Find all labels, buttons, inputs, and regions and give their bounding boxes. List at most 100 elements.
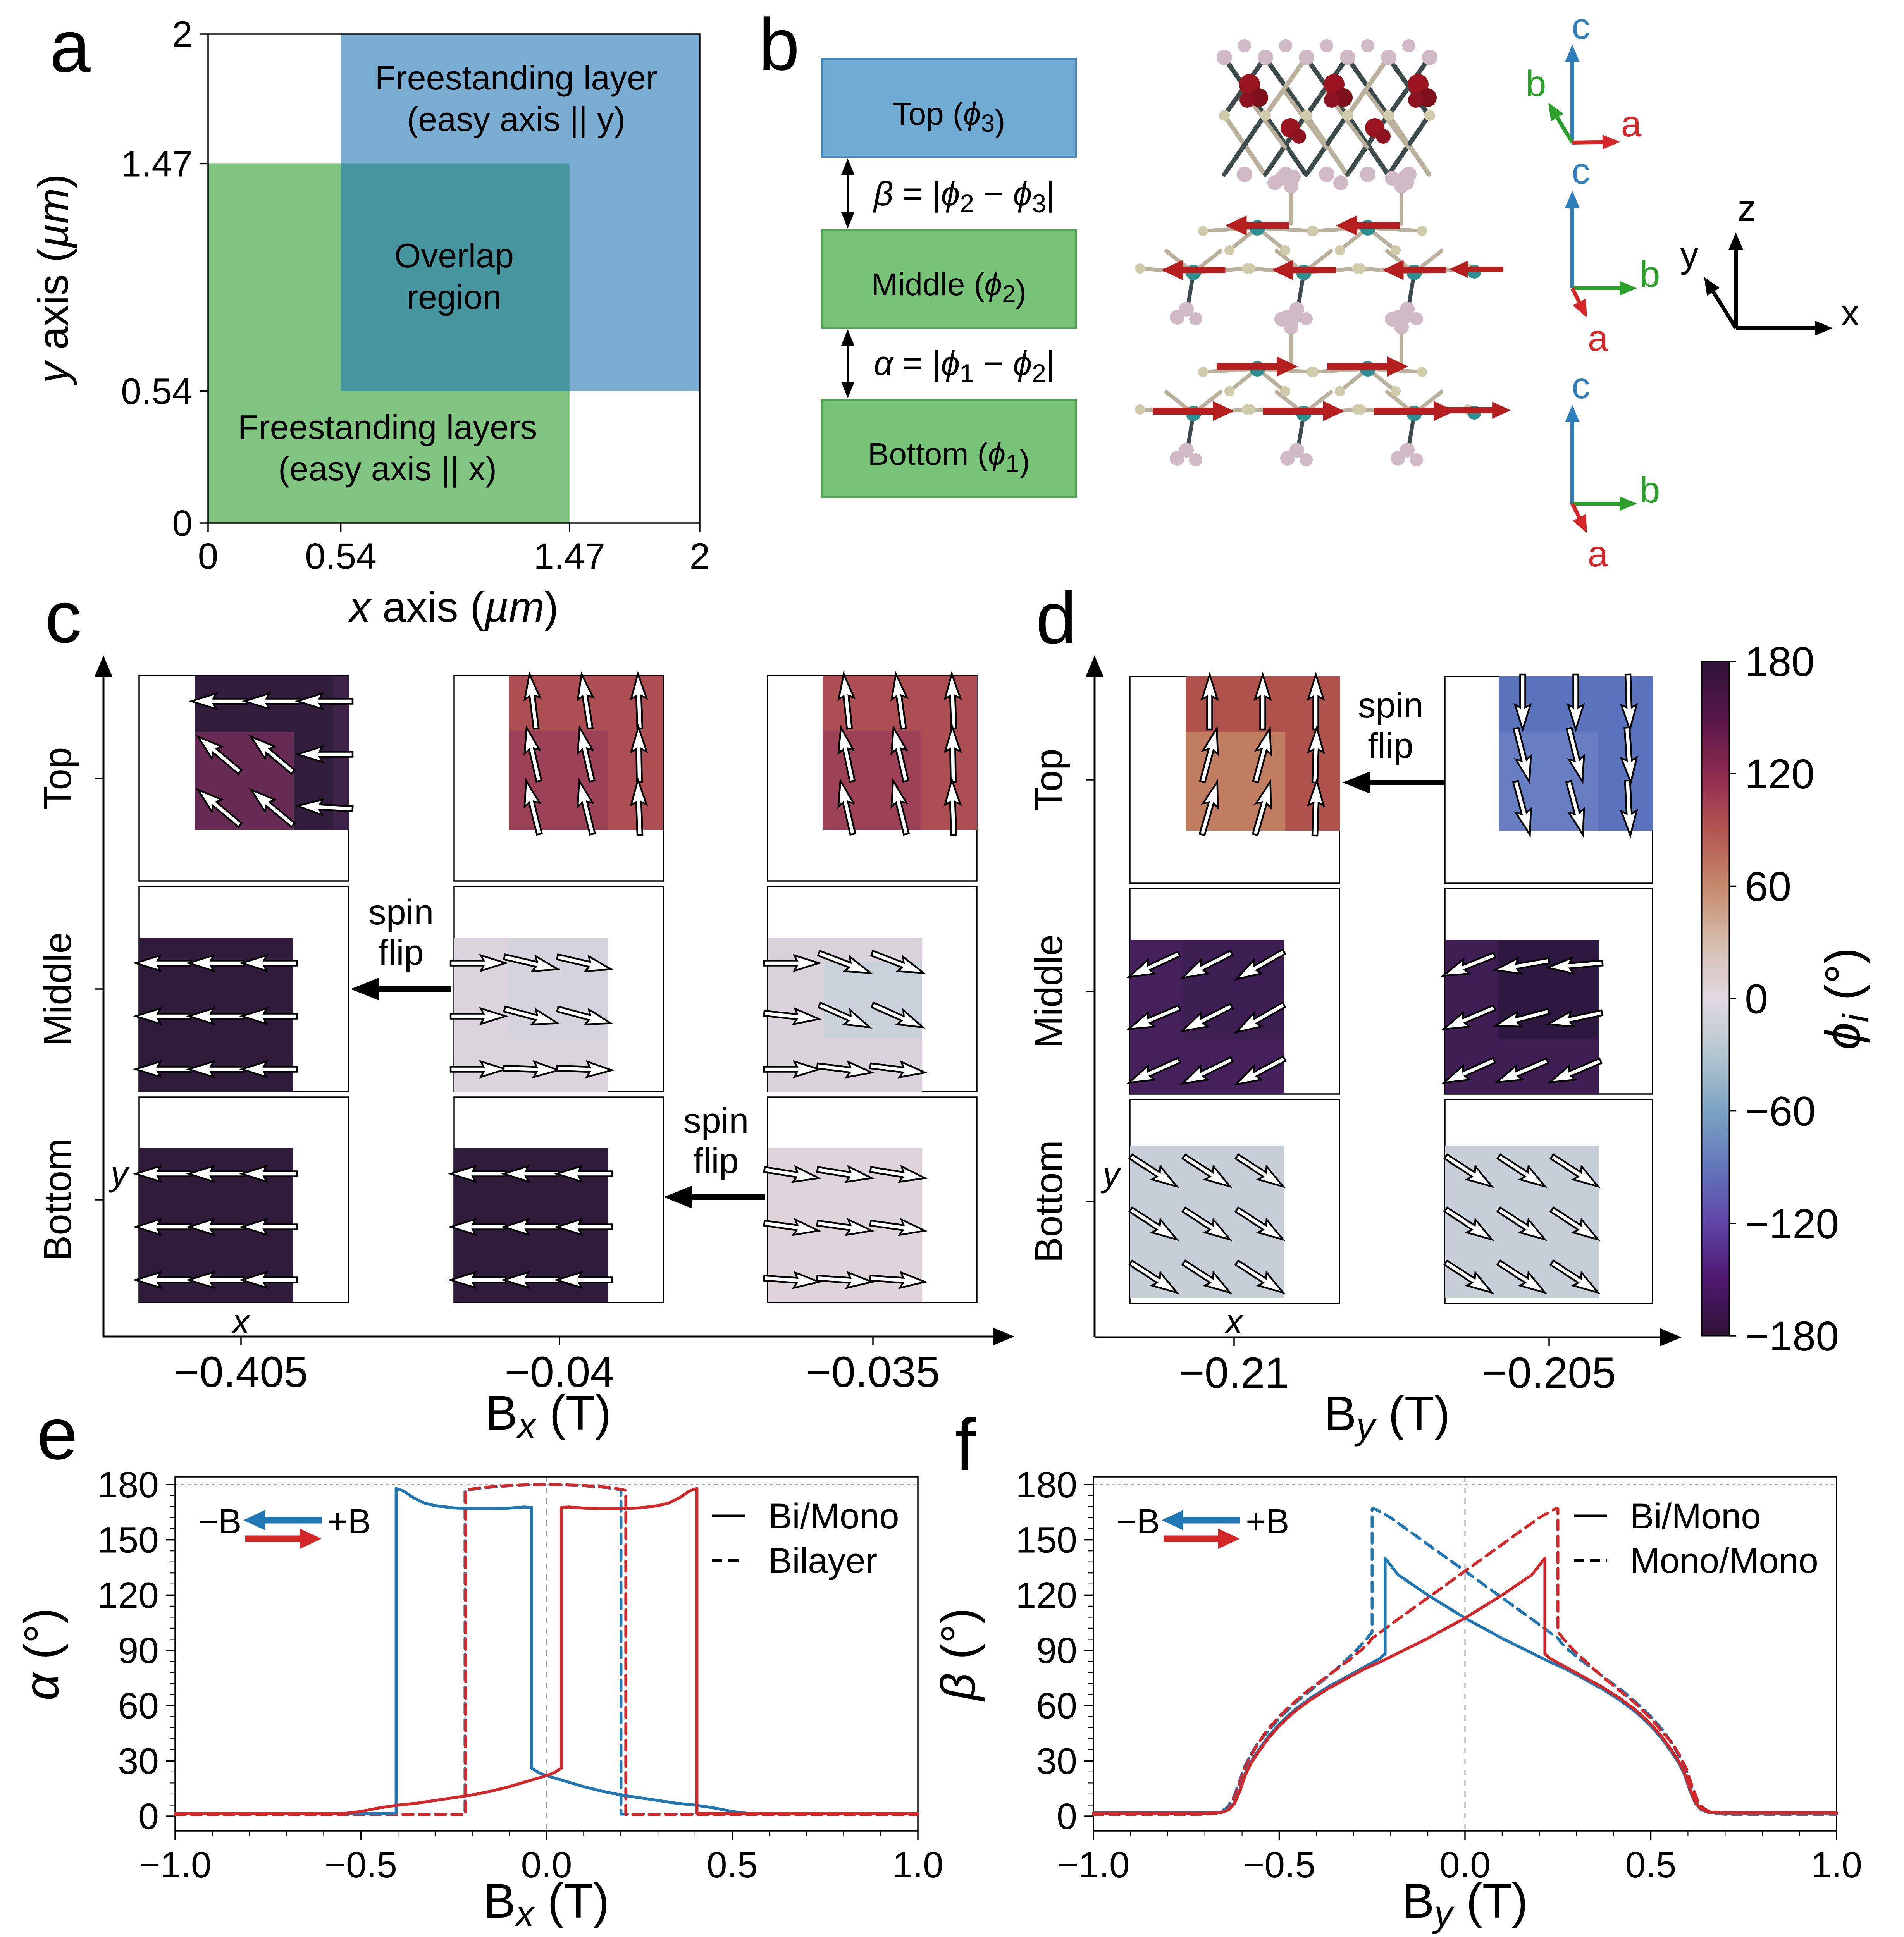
- svg-text:Bottom (ϕ1): Bottom (ϕ1): [868, 437, 1030, 479]
- svg-text:−1.0: −1.0: [139, 1844, 212, 1885]
- svg-text:−120: −120: [1745, 1200, 1839, 1247]
- svg-text:Freestanding layers: Freestanding layers: [238, 408, 537, 446]
- svg-text:x: x: [231, 1302, 251, 1341]
- svg-text:−B: −B: [198, 1502, 242, 1541]
- svg-text:spin: spin: [683, 1101, 749, 1141]
- svg-text:30: 30: [1036, 1741, 1077, 1782]
- svg-text:β (°): β (°): [931, 1608, 985, 1702]
- svg-text:Bilayer: Bilayer: [768, 1541, 877, 1581]
- svg-text:30: 30: [118, 1741, 159, 1782]
- svg-text:−0.5: −0.5: [324, 1844, 397, 1885]
- svg-text:By (T): By (T): [1402, 1874, 1528, 1934]
- svg-text:spin: spin: [1358, 686, 1424, 725]
- svg-text:60: 60: [1745, 863, 1791, 910]
- svg-text:Bi/Mono: Bi/Mono: [768, 1497, 899, 1536]
- svg-text:120: 120: [1016, 1575, 1077, 1616]
- svg-text:180: 180: [1016, 1464, 1077, 1505]
- svg-text:2: 2: [172, 14, 193, 55]
- svg-text:0: 0: [198, 536, 219, 577]
- svg-text:By (T): By (T): [1324, 1387, 1450, 1447]
- svg-text:y: y: [1100, 1155, 1122, 1194]
- svg-text:−0.035: −0.035: [806, 1348, 940, 1396]
- svg-text:1.47: 1.47: [121, 143, 193, 184]
- svg-text:150: 150: [97, 1520, 159, 1561]
- svg-text:0.0: 0.0: [521, 1844, 572, 1885]
- svg-text:Top: Top: [36, 747, 79, 809]
- svg-text:120: 120: [97, 1575, 159, 1616]
- svg-text:1.0: 1.0: [892, 1844, 943, 1885]
- svg-text:b: b: [1640, 254, 1660, 295]
- svg-text:d: d: [1036, 577, 1077, 659]
- svg-text:1.0: 1.0: [1811, 1844, 1862, 1885]
- svg-text:y: y: [1680, 234, 1699, 275]
- svg-text:Bottom: Bottom: [36, 1139, 79, 1261]
- svg-text:x axis (µm): x axis (µm): [347, 583, 558, 631]
- svg-text:x: x: [1224, 1302, 1244, 1341]
- svg-text:−B: −B: [1116, 1502, 1160, 1541]
- svg-text:Bx (T): Bx (T): [485, 1386, 611, 1446]
- svg-text:α (°): α (°): [15, 1608, 69, 1700]
- svg-text:a: a: [50, 5, 91, 88]
- svg-text:90: 90: [118, 1630, 159, 1671]
- svg-text:a: a: [1588, 318, 1608, 359]
- svg-text:Top: Top: [1027, 748, 1071, 811]
- svg-text:x: x: [1841, 292, 1859, 334]
- svg-text:Bi/Mono: Bi/Mono: [1630, 1497, 1761, 1536]
- svg-text:c: c: [1572, 6, 1590, 47]
- svg-text:−60: −60: [1745, 1088, 1816, 1135]
- svg-text:+B: +B: [327, 1502, 371, 1541]
- svg-text:Overlap: Overlap: [394, 236, 514, 275]
- svg-text:c: c: [45, 576, 82, 658]
- svg-text:c: c: [1572, 365, 1590, 406]
- svg-text:−0.21: −0.21: [1179, 1349, 1289, 1397]
- svg-text:(easy axis || y): (easy axis || y): [407, 100, 625, 138]
- svg-text:0: 0: [1057, 1796, 1077, 1837]
- svg-text:flip: flip: [1368, 726, 1413, 766]
- svg-text:Middle: Middle: [36, 932, 79, 1046]
- svg-text:150: 150: [1016, 1520, 1077, 1561]
- svg-text:0.54: 0.54: [121, 371, 193, 412]
- svg-text:a: a: [1588, 533, 1608, 575]
- svg-text:b: b: [1526, 63, 1546, 104]
- svg-text:0.54: 0.54: [305, 536, 377, 577]
- svg-text:y axis (µm): y axis (µm): [29, 174, 77, 386]
- svg-text:spin: spin: [368, 893, 434, 932]
- svg-text:0.5: 0.5: [1625, 1844, 1676, 1885]
- svg-text:Bottom: Bottom: [1027, 1140, 1071, 1263]
- svg-text:flip: flip: [378, 933, 424, 972]
- svg-text:a: a: [1621, 103, 1642, 145]
- svg-text:Middle (ϕ2): Middle (ϕ2): [871, 267, 1026, 309]
- svg-text:90: 90: [1036, 1630, 1077, 1671]
- svg-text:0: 0: [172, 503, 193, 544]
- svg-text:120: 120: [1745, 750, 1814, 797]
- svg-text:Middle: Middle: [1027, 934, 1071, 1049]
- svg-text:c: c: [1572, 151, 1590, 192]
- svg-text:60: 60: [118, 1686, 159, 1727]
- svg-text:b: b: [759, 3, 800, 86]
- svg-text:−0.04: −0.04: [504, 1348, 614, 1396]
- svg-text:0.0: 0.0: [1439, 1844, 1491, 1885]
- svg-text:y: y: [108, 1154, 130, 1193]
- svg-text:region: region: [407, 278, 502, 316]
- svg-text:f: f: [955, 1404, 976, 1486]
- svg-text:60: 60: [1036, 1686, 1077, 1727]
- svg-text:0.5: 0.5: [707, 1844, 758, 1885]
- svg-text:−0.205: −0.205: [1482, 1349, 1616, 1397]
- svg-text:−0.405: −0.405: [174, 1348, 308, 1396]
- svg-text:+B: +B: [1246, 1502, 1289, 1541]
- svg-text:ϕi (°): ϕi (°): [1815, 948, 1876, 1050]
- svg-text:0: 0: [138, 1796, 159, 1837]
- svg-text:flip: flip: [693, 1141, 739, 1181]
- svg-text:(easy axis || x): (easy axis || x): [278, 449, 497, 488]
- svg-text:−0.5: −0.5: [1243, 1844, 1316, 1885]
- svg-text:−1.0: −1.0: [1057, 1844, 1130, 1885]
- svg-text:−180: −180: [1745, 1313, 1839, 1359]
- svg-text:Bx (T): Bx (T): [483, 1874, 609, 1934]
- svg-text:1.47: 1.47: [534, 536, 605, 577]
- svg-text:b: b: [1640, 470, 1660, 511]
- svg-text:e: e: [37, 1393, 78, 1475]
- svg-text:Mono/Mono: Mono/Mono: [1630, 1541, 1818, 1581]
- svg-text:2: 2: [690, 536, 710, 577]
- svg-text:180: 180: [97, 1464, 159, 1505]
- svg-text:z: z: [1737, 188, 1756, 229]
